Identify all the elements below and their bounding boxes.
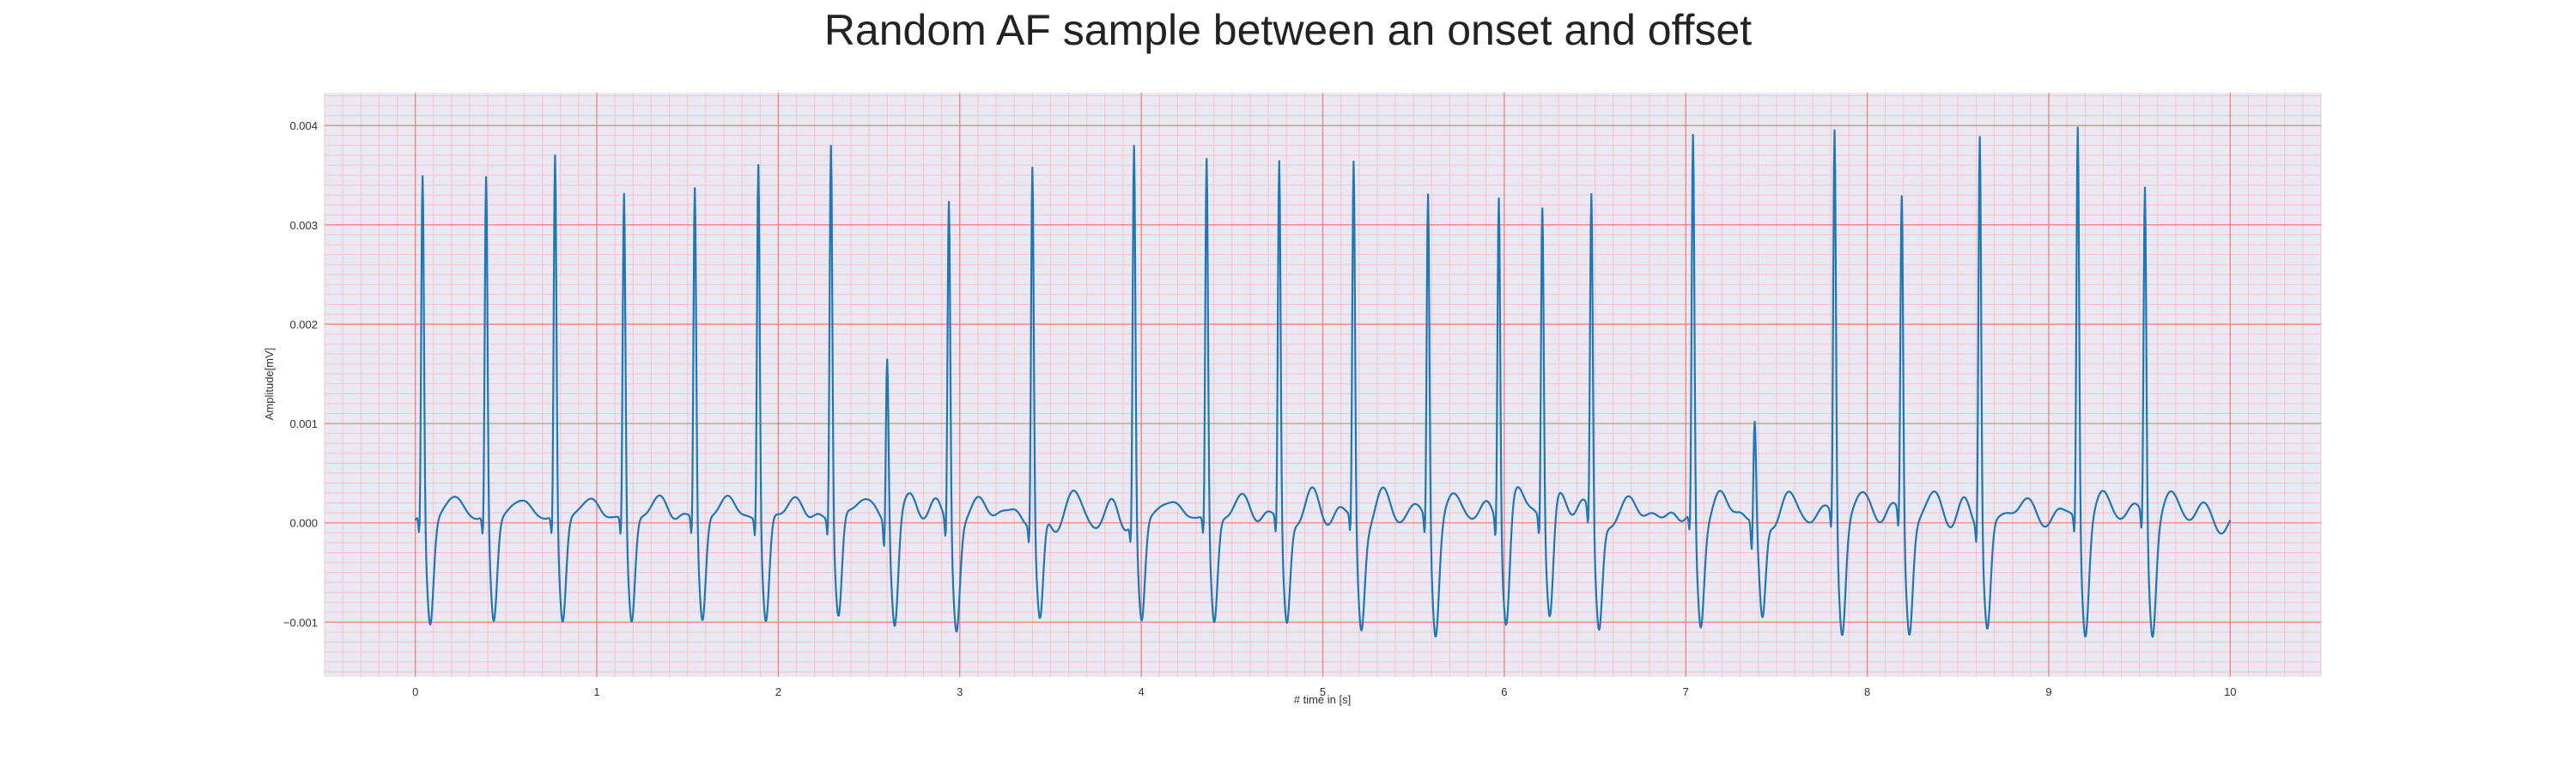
x-tick-label: 9 [2045, 685, 2051, 698]
x-tick-label: 2 [775, 685, 781, 698]
y-tick-label: −0.001 [283, 616, 318, 629]
y-tick-label: 0.002 [289, 318, 318, 331]
y-tick-label: 0.003 [289, 219, 318, 232]
x-tick-label: 3 [957, 685, 963, 698]
x-tick-label: 0 [412, 685, 418, 698]
y-tick-label: 0.004 [289, 119, 318, 132]
x-axis-label: # time in [s] [1294, 693, 1351, 706]
y-axis-label: Amplitude[mV] [263, 348, 276, 421]
x-tick-label: 6 [1501, 685, 1507, 698]
y-tick-label: 0.001 [289, 417, 318, 430]
x-tick-label: 1 [593, 685, 599, 698]
y-axis-ticks: −0.001 0.000 0.001 0.002 0.003 0.004 [283, 119, 318, 629]
x-tick-label: 10 [2224, 685, 2236, 698]
x-tick-label: 4 [1139, 685, 1145, 698]
x-tick-label: 8 [1864, 685, 1870, 698]
x-tick-label: 7 [1683, 685, 1689, 698]
y-tick-label: 0.000 [289, 517, 318, 530]
